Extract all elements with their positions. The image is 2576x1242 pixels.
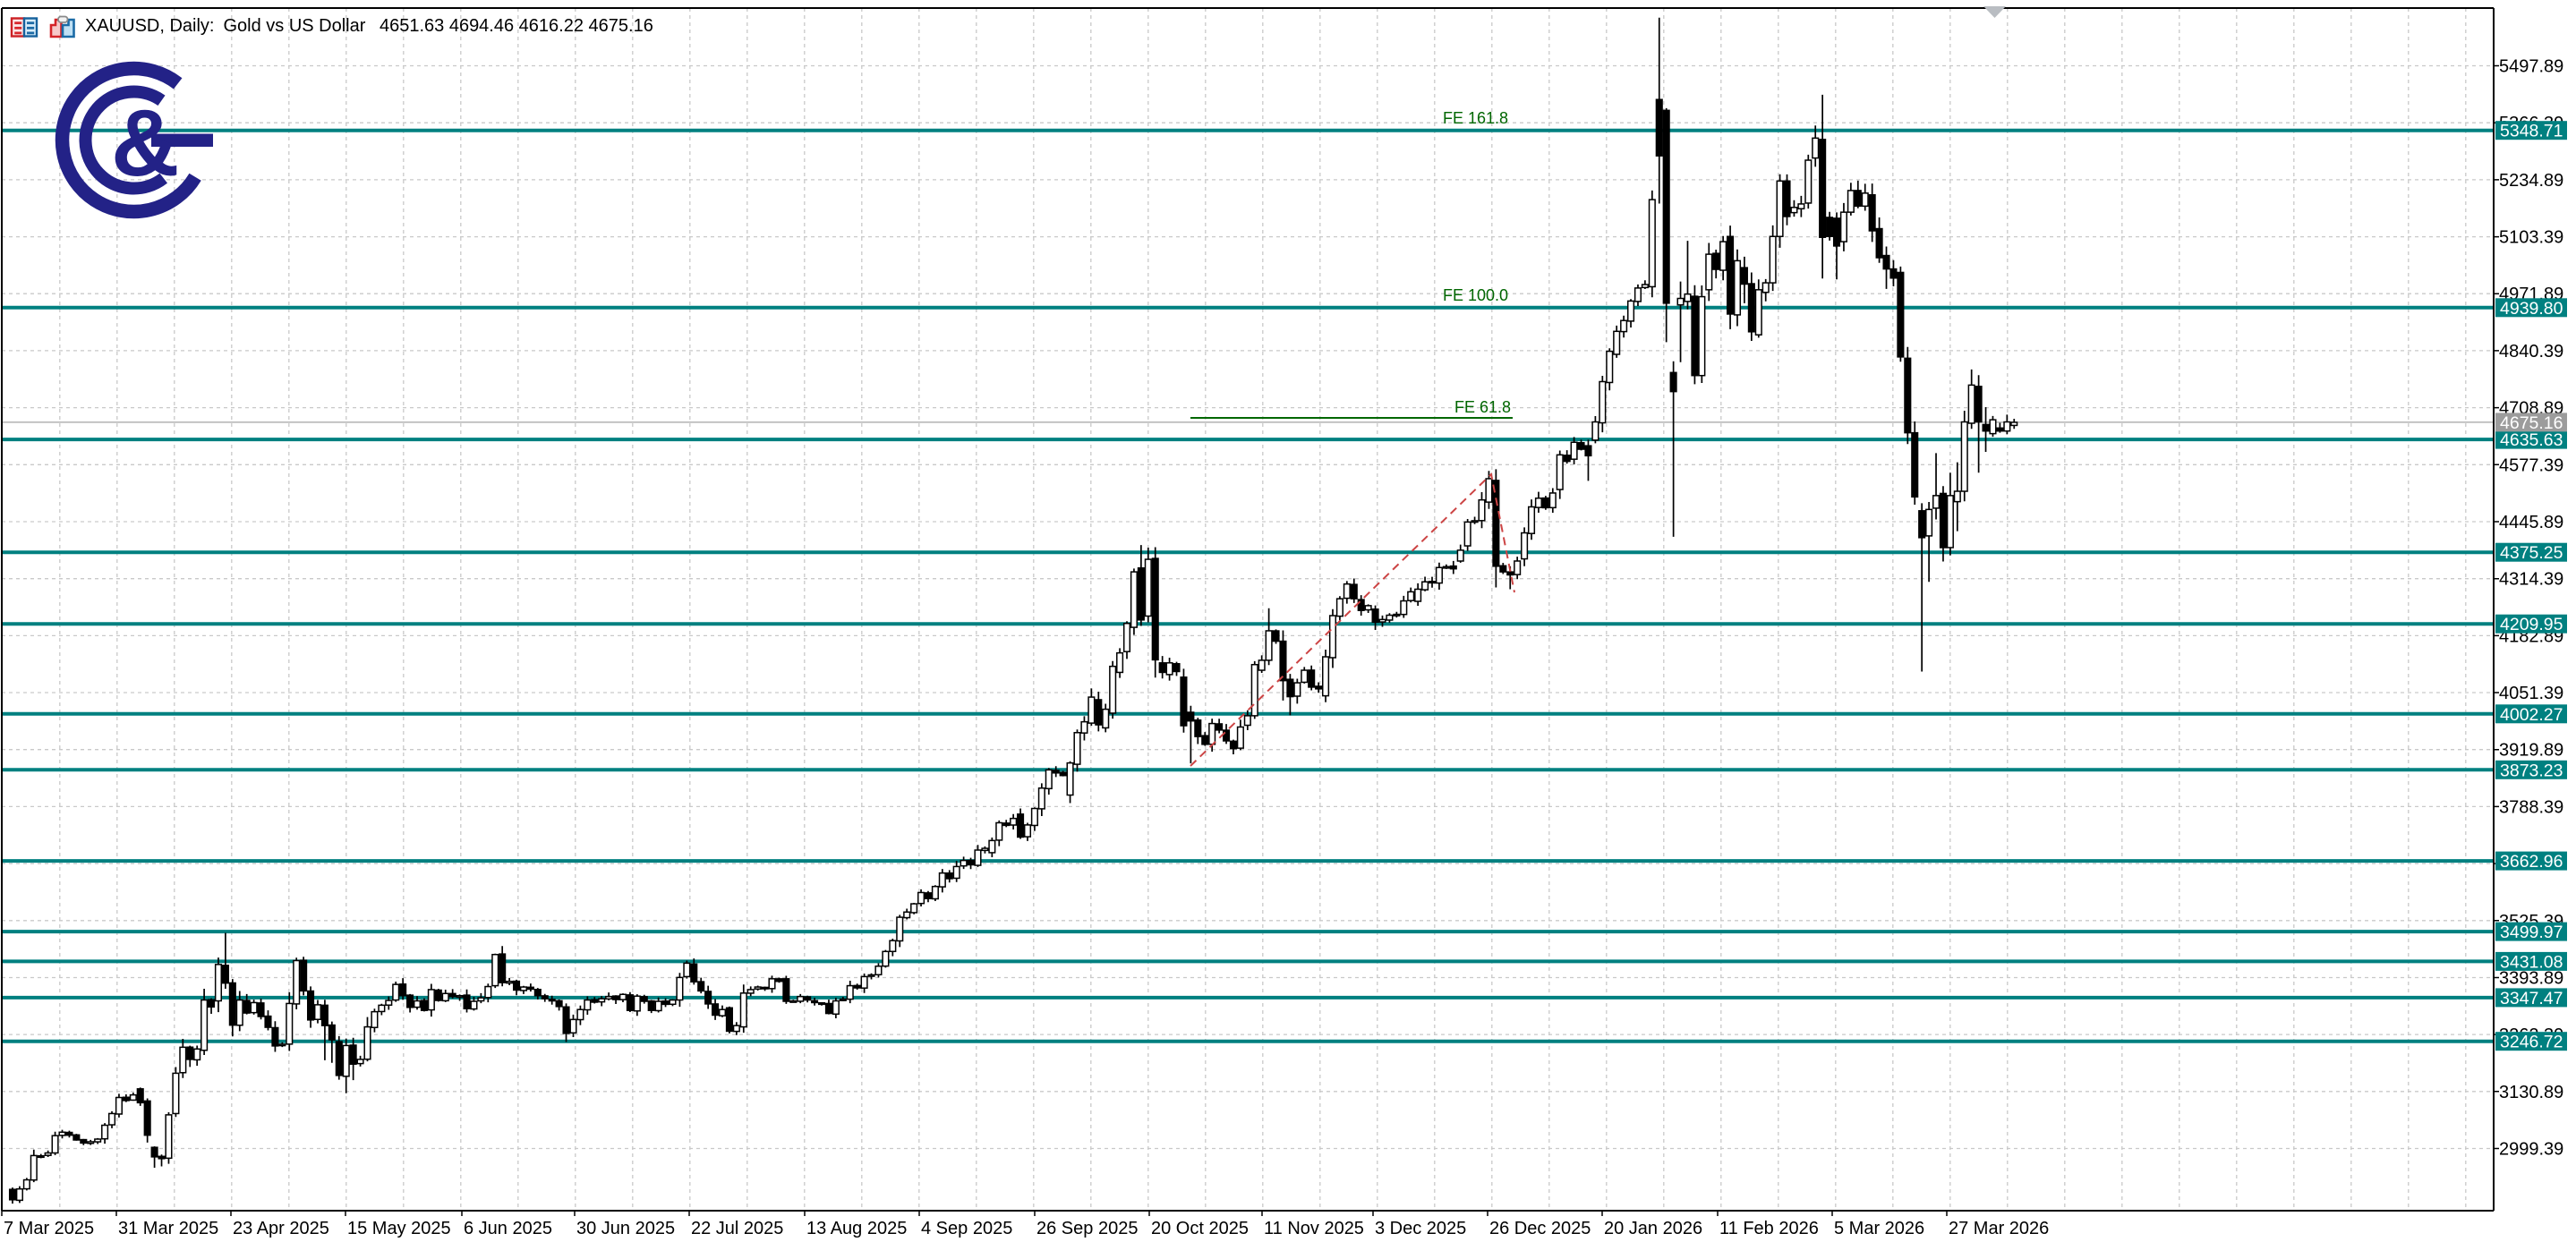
svg-text:5234.89: 5234.89 [2499,171,2563,191]
svg-text:4002.27: 4002.27 [2500,705,2563,725]
svg-text:XAUUSD, Daily: Gold vs US Doll: XAUUSD, Daily: Gold vs US Dollar 4651.63… [85,16,653,36]
svg-text:3246.72: 3246.72 [2500,1033,2563,1052]
svg-text:20 Oct 2025: 20 Oct 2025 [1151,1219,1249,1238]
svg-text:4 Sep 2025: 4 Sep 2025 [921,1219,1012,1238]
svg-text:6 Jun 2025: 6 Jun 2025 [464,1219,552,1238]
svg-text:22 Jul 2025: 22 Jul 2025 [691,1219,783,1238]
svg-text:7 Mar 2025: 7 Mar 2025 [4,1219,94,1238]
svg-text:23 Apr 2025: 23 Apr 2025 [233,1219,329,1238]
svg-text:FE 100.0: FE 100.0 [1443,286,1508,304]
svg-text:3393.89: 3393.89 [2499,969,2563,989]
svg-text:4209.95: 4209.95 [2500,615,2563,634]
svg-text:5 Mar 2026: 5 Mar 2026 [1834,1219,1924,1238]
svg-text:3347.47: 3347.47 [2500,989,2563,1008]
svg-text:26 Sep 2025: 26 Sep 2025 [1036,1219,1138,1238]
svg-text:20 Jan 2026: 20 Jan 2026 [1604,1219,1702,1238]
svg-text:3130.89: 3130.89 [2499,1083,2563,1102]
svg-text:4840.39: 4840.39 [2499,342,2563,362]
svg-text:4051.39: 4051.39 [2499,684,2563,703]
svg-text:3499.97: 3499.97 [2500,923,2563,942]
svg-text:27 Mar 2026: 27 Mar 2026 [1949,1219,2049,1238]
svg-text:4375.25: 4375.25 [2500,543,2563,563]
svg-text:30 Jun 2025: 30 Jun 2025 [576,1219,675,1238]
svg-text:5103.39: 5103.39 [2499,228,2563,248]
svg-text:4577.39: 4577.39 [2499,455,2563,475]
svg-text:26 Dec 2025: 26 Dec 2025 [1489,1219,1591,1238]
svg-text:3662.96: 3662.96 [2500,852,2563,872]
svg-text:11 Feb 2026: 11 Feb 2026 [1719,1219,1819,1238]
svg-text:5497.89: 5497.89 [2499,57,2563,77]
svg-text:3788.39: 3788.39 [2499,797,2563,817]
svg-text:15 May 2025: 15 May 2025 [347,1219,451,1238]
svg-text:2999.39: 2999.39 [2499,1140,2563,1160]
svg-text:13 Aug 2025: 13 Aug 2025 [806,1219,907,1238]
svg-text:FE 61.8: FE 61.8 [1454,398,1511,416]
svg-text:FE 161.8: FE 161.8 [1443,109,1508,127]
svg-text:4635.63: 4635.63 [2500,430,2563,450]
svg-text:4675.16: 4675.16 [2500,413,2563,433]
svg-text:4314.39: 4314.39 [2499,570,2563,590]
svg-text:5348.71: 5348.71 [2500,122,2563,141]
svg-text:3873.23: 3873.23 [2500,761,2563,780]
svg-text:11 Nov 2025: 11 Nov 2025 [1264,1219,1364,1238]
svg-text:4445.89: 4445.89 [2499,513,2563,532]
svg-text:3431.08: 3431.08 [2500,952,2563,972]
svg-text:&: & [111,90,180,196]
svg-text:31 Mar 2025: 31 Mar 2025 [118,1219,218,1238]
svg-text:3919.89: 3919.89 [2499,741,2563,761]
svg-text:4939.80: 4939.80 [2500,299,2563,319]
svg-text:3 Dec 2025: 3 Dec 2025 [1375,1219,1466,1238]
